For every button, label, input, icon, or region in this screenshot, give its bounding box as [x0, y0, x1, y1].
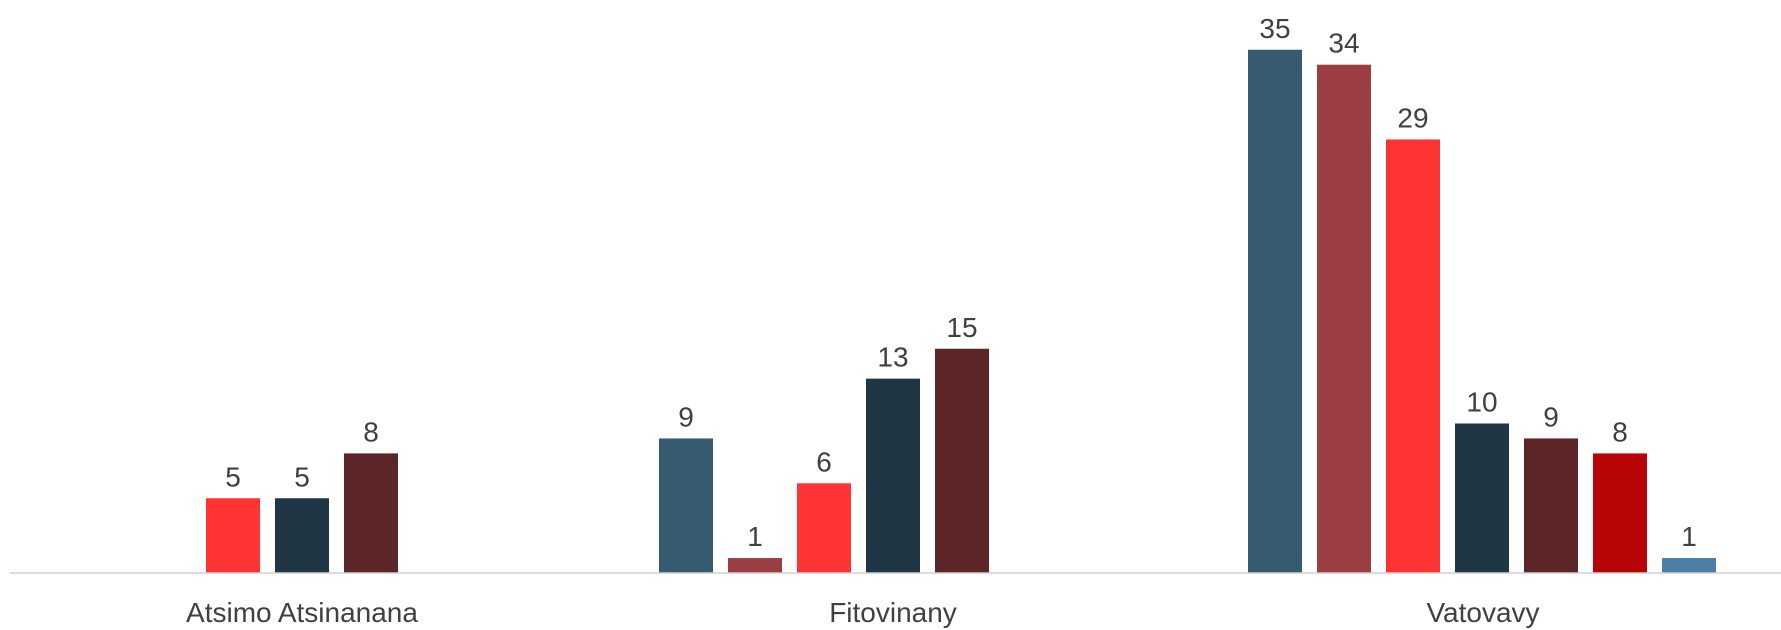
bar-value-label-2-2: 29 [1397, 102, 1428, 133]
bar-2-1 [1317, 65, 1371, 573]
category-label-2: Vatovavy [1426, 597, 1539, 628]
bar-2-2 [1386, 139, 1440, 573]
bar-0-2 [344, 453, 398, 573]
bar-value-label-0-2: 8 [363, 416, 379, 447]
category-labels: Atsimo Atsinanana Fitovinany Vatovavy [186, 597, 1540, 628]
bar-1-2 [797, 483, 851, 573]
bar-value-label-1-3: 13 [877, 342, 908, 373]
category-label-1: Fitovinany [829, 597, 957, 628]
bar-2-6 [1662, 558, 1716, 573]
category-label-0: Atsimo Atsinanana [186, 597, 418, 628]
bar-value-label-2-4: 9 [1543, 401, 1559, 432]
bar-value-label-1-2: 6 [816, 446, 832, 477]
bar-value-label-1-4: 15 [946, 312, 977, 343]
bar-1-4 [935, 349, 989, 573]
bar-1-1 [728, 558, 782, 573]
bar-0-1 [275, 498, 329, 573]
bar-value-label-0-0: 5 [225, 461, 241, 492]
bar-value-label-2-1: 34 [1328, 28, 1359, 59]
bar-2-3 [1455, 424, 1509, 574]
bar-1-3 [866, 379, 920, 573]
bar-value-label-1-0: 9 [678, 401, 694, 432]
bar-2-5 [1593, 453, 1647, 573]
bar-2-4 [1524, 438, 1578, 573]
bar-2-0 [1248, 50, 1302, 573]
bar-value-label-2-6: 1 [1681, 521, 1697, 552]
bar-0-0 [206, 498, 260, 573]
bar-value-label-2-3: 10 [1466, 387, 1497, 418]
bar-value-label-0-1: 5 [294, 461, 310, 492]
bar-value-label-2-0: 35 [1259, 13, 1290, 44]
bars-layer: 5 5 8 9 1 6 13 15 35 34 29 10 9 8 1 [206, 13, 1716, 573]
bar-1-0 [659, 438, 713, 573]
bar-value-label-1-1: 1 [747, 521, 763, 552]
bar-value-label-2-5: 8 [1612, 416, 1628, 447]
